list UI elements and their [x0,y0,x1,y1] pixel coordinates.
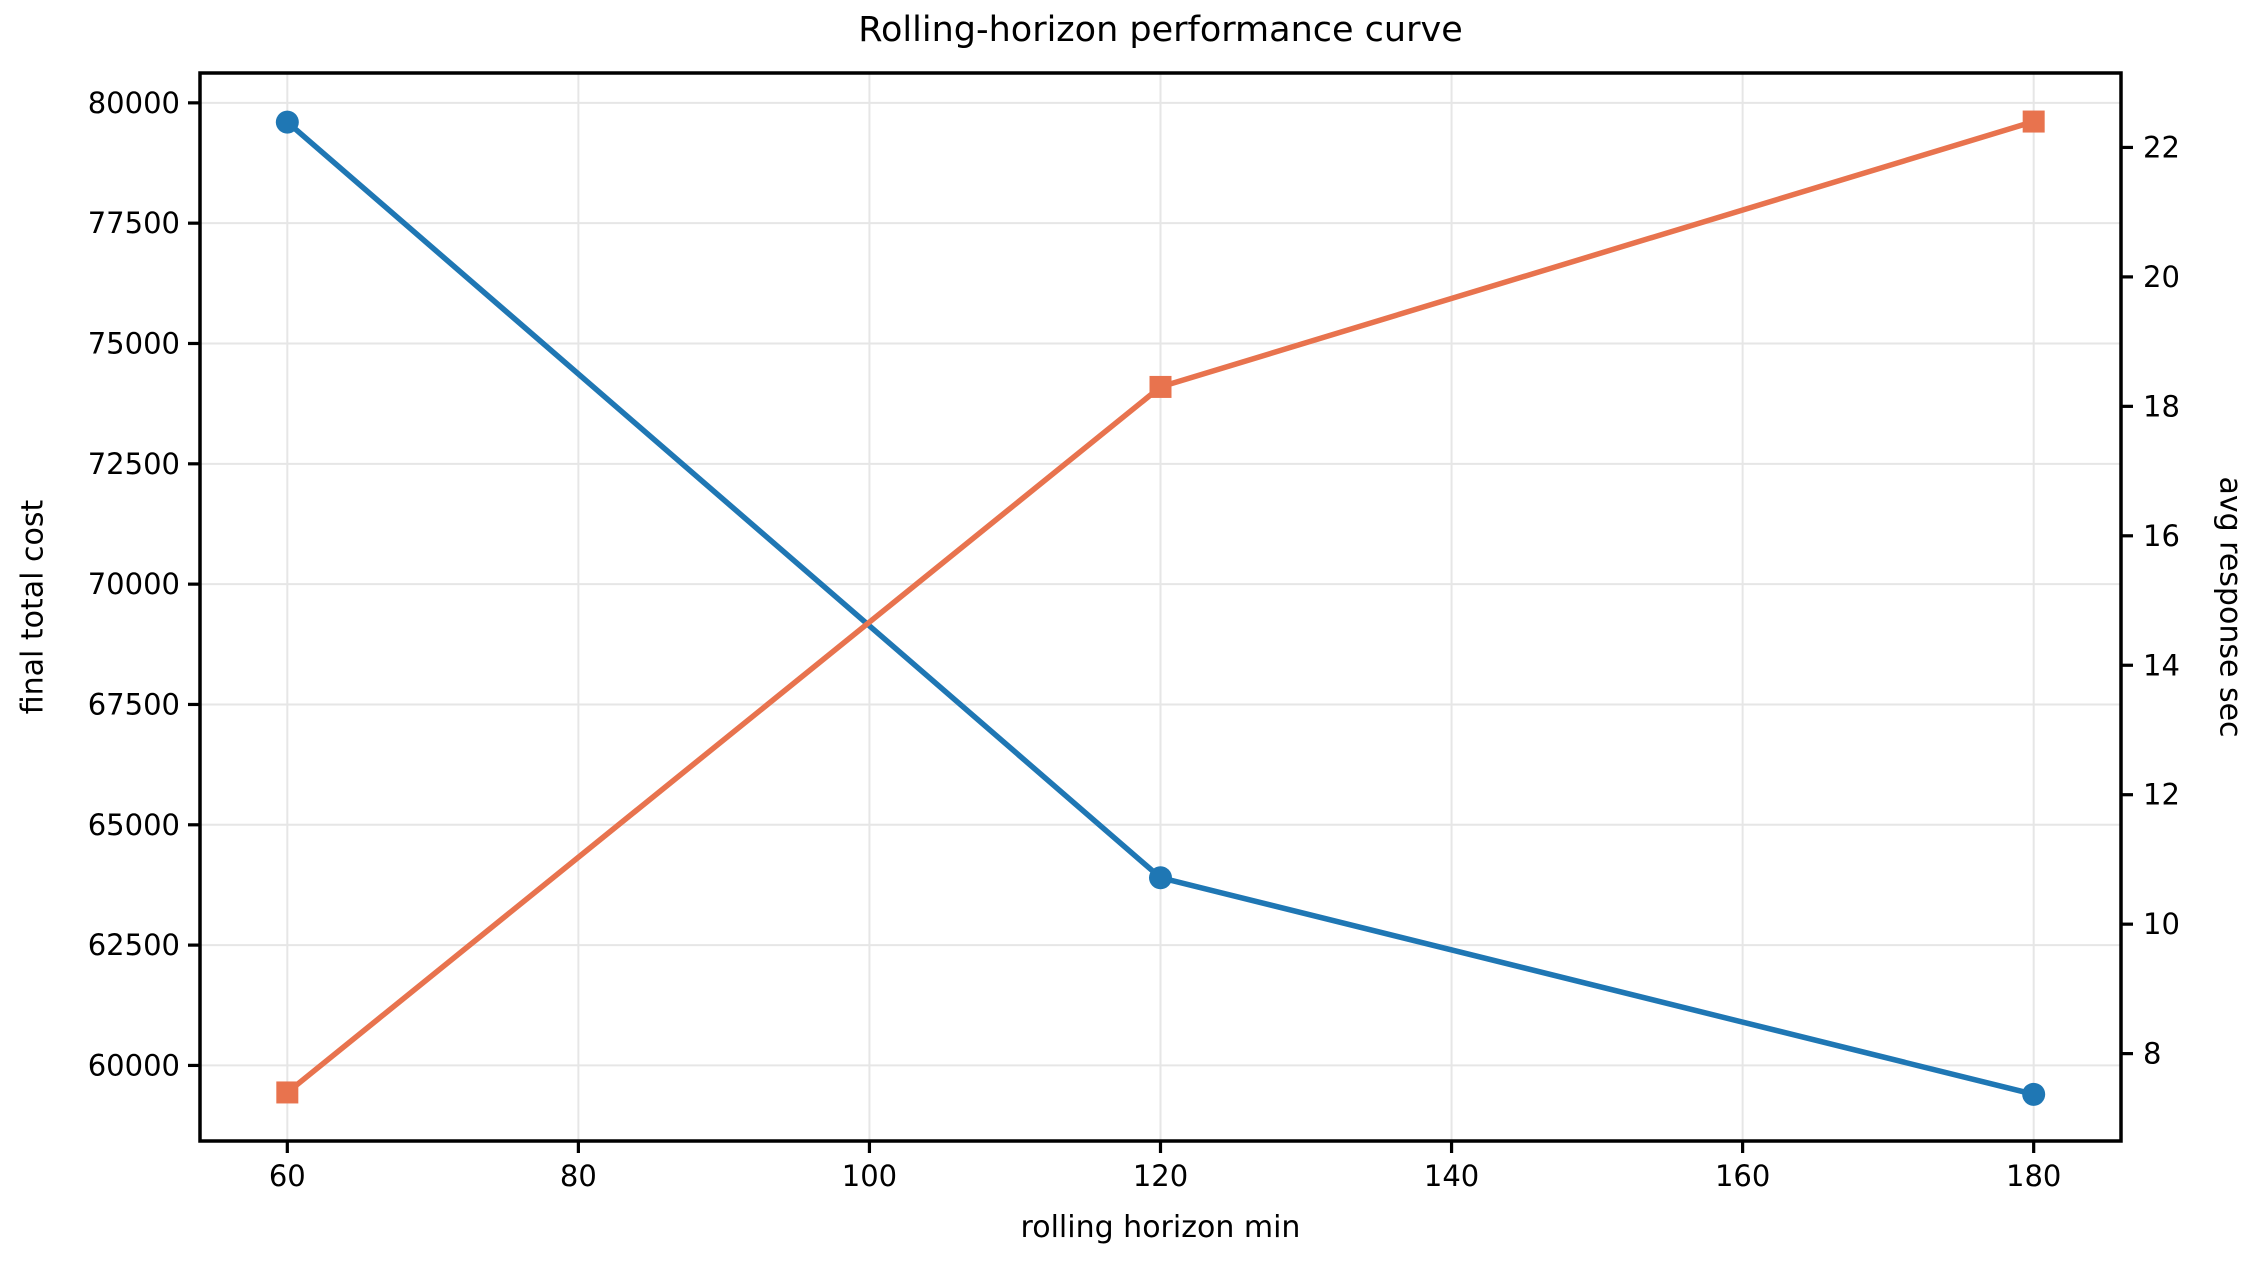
y-right-tick-label: 10 [2143,907,2180,941]
x-tick-label: 160 [1715,1159,1770,1193]
data-point-square [1149,375,1172,398]
x-axis-label: rolling horizon min [1020,1210,1301,1245]
y-right-tick-label: 22 [2143,130,2180,164]
y-left-tick-label: 62500 [88,928,180,962]
y-left-tick-label: 75000 [88,326,180,360]
x-tick-label: 100 [842,1159,897,1193]
x-tick-label: 140 [1424,1159,1479,1193]
data-point-square [2022,110,2045,133]
y-left-tick-label: 60000 [88,1048,180,1082]
y-right-tick-label: 16 [2143,519,2180,553]
y-axis-label-right: avg response sec [2212,476,2248,738]
x-tick-label: 180 [2006,1159,2061,1193]
y-left-tick-label: 80000 [88,86,180,120]
data-point-circle [275,110,299,134]
y-right-tick-label: 20 [2143,260,2180,294]
chart-title: Rolling-horizon performance curve [858,10,1463,50]
data-point-circle [1149,866,1172,890]
y-right-tick-label: 18 [2143,389,2180,423]
y-right-tick-label: 14 [2143,648,2180,682]
x-tick-label: 60 [269,1159,306,1193]
data-point-circle [2022,1082,2046,1106]
y-right-tick-label: 12 [2143,778,2180,812]
y-left-tick-label: 67500 [88,687,180,721]
x-tick-label: 120 [1133,1159,1188,1193]
y-left-tick-label: 70000 [88,567,180,601]
data-point-square [276,1081,299,1104]
y-left-tick-label: 65000 [88,808,180,842]
y-left-tick-label: 72500 [88,447,180,481]
y-right-tick-label: 8 [2143,1037,2161,1071]
y-axis-label-left: final total cost [15,499,51,715]
x-tick-label: 80 [560,1159,597,1193]
y-left-tick-label: 77500 [88,206,180,240]
